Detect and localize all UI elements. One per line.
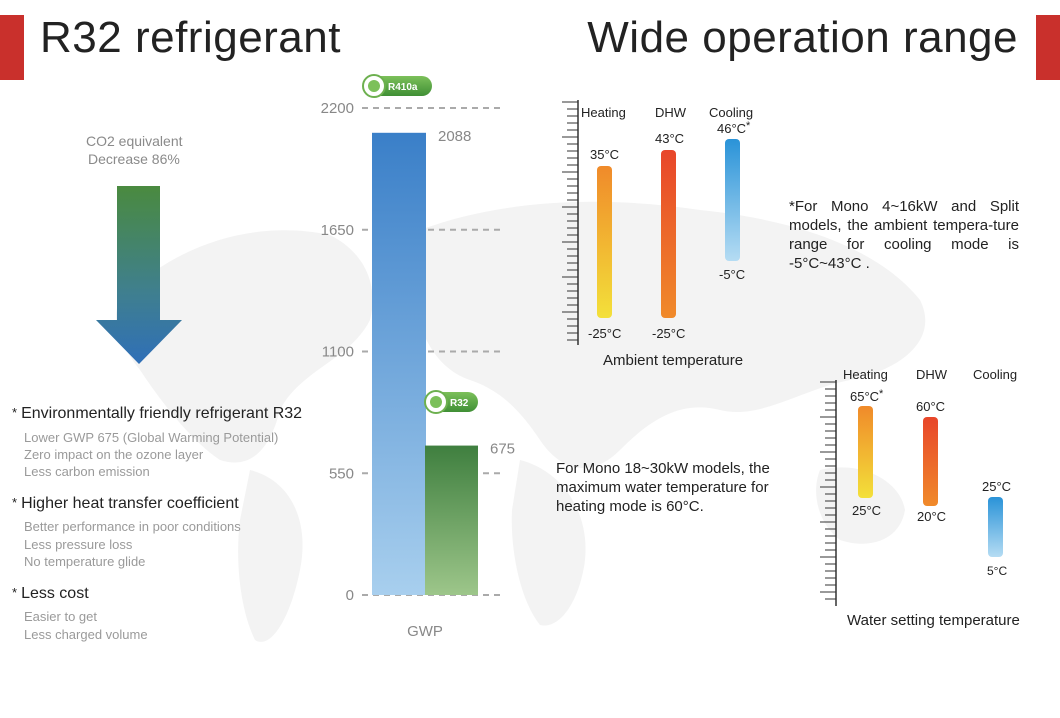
feature-detail: Less charged volume bbox=[24, 627, 148, 642]
badge-label: R410a bbox=[388, 82, 418, 93]
water-dhw-bar bbox=[923, 417, 938, 506]
ambient-heating-max: 35°C bbox=[590, 147, 620, 162]
data-label: 2088 bbox=[438, 128, 471, 145]
co2-label: CO2 equivalent bbox=[86, 133, 183, 149]
right-accent-bar bbox=[1036, 15, 1060, 80]
feature-detail: Easier to get bbox=[24, 609, 97, 624]
water-col-cooling: Cooling bbox=[973, 367, 1018, 382]
feature-detail: Zero impact on the ozone layer bbox=[24, 447, 204, 462]
ambient-dhw-bar bbox=[661, 150, 676, 318]
ambient-heating-min: -25°C bbox=[588, 326, 622, 341]
feature-detail: Less carbon emission bbox=[24, 464, 150, 479]
ambient-col-cooling: Cooling bbox=[709, 105, 754, 120]
y-tick-label: 1650 bbox=[321, 222, 354, 239]
water-col-heating: Heating bbox=[843, 367, 888, 382]
ambient-dhw-max: 43°C bbox=[655, 131, 685, 146]
feature-detail: Better performance in poor conditions bbox=[24, 519, 241, 534]
badge-r410a: R410a bbox=[362, 74, 432, 98]
left-accent-bar bbox=[0, 15, 24, 80]
feature-title: * Higher heat transfer coefficient bbox=[12, 495, 239, 512]
feature-detail: Lower GWP 675 (Global Warming Potential) bbox=[24, 430, 279, 445]
ambient-footnote: *For Mono 4~16kW and Split models, the a… bbox=[789, 198, 1019, 272]
water-col-dhw: DHW bbox=[916, 367, 948, 382]
water-temperature-note: For Mono 18~30kW models, the maximum wat… bbox=[556, 460, 770, 515]
water-heating-min: 25°C bbox=[852, 503, 882, 518]
ambient-cooling-min: -5°C bbox=[719, 267, 746, 282]
water-cooling-min: 5°C bbox=[987, 564, 1008, 578]
y-tick-label: 2200 bbox=[321, 100, 354, 117]
right-title: Wide operation range bbox=[587, 13, 1018, 62]
decrease-arrow-icon bbox=[96, 186, 182, 364]
data-label: 675 bbox=[490, 441, 515, 458]
gwp-bar-chart: 0 550 1100 1650 2200 2088 675 R410a R32 GWP bbox=[321, 74, 515, 640]
ambient-col-dhw: DHW bbox=[655, 105, 687, 120]
y-tick-label: 550 bbox=[329, 465, 354, 482]
feature-detail: Less pressure loss bbox=[24, 537, 133, 552]
water-caption: Water setting temperature bbox=[847, 612, 1020, 629]
ambient-cooling-max: 46°C* bbox=[717, 120, 751, 136]
bar-r32 bbox=[425, 445, 478, 595]
y-tick-label: 1100 bbox=[322, 344, 354, 361]
water-cooling-max: 25°C bbox=[982, 479, 1012, 494]
ambient-caption: Ambient temperature bbox=[603, 352, 744, 369]
ambient-heating-bar bbox=[597, 166, 612, 318]
co2-decrease: Decrease 86% bbox=[88, 151, 180, 167]
bar-r410a bbox=[372, 132, 426, 595]
water-heating-max: 65°C* bbox=[850, 388, 884, 404]
feature-detail: No temperature glide bbox=[24, 554, 146, 569]
y-tick-label: 0 bbox=[346, 587, 354, 604]
badge-label: R32 bbox=[450, 398, 469, 409]
x-axis-label: GWP bbox=[407, 623, 443, 640]
ambient-scale-ruler bbox=[562, 100, 579, 345]
water-cooling-bar bbox=[988, 497, 1003, 557]
badge-r32: R32 bbox=[424, 390, 478, 414]
ambient-cooling-bar bbox=[725, 139, 740, 261]
water-dhw-min: 20°C bbox=[917, 509, 947, 524]
water-scale-ruler bbox=[820, 380, 837, 606]
ambient-col-heating: Heating bbox=[581, 105, 626, 120]
left-title: R32 refrigerant bbox=[40, 13, 341, 62]
water-dhw-max: 60°C bbox=[916, 399, 946, 414]
feature-title: * Environmentally friendly refrigerant R3… bbox=[12, 405, 303, 422]
feature-title: * Less cost bbox=[12, 585, 89, 602]
ambient-dhw-min: -25°C bbox=[652, 326, 686, 341]
water-heating-bar bbox=[858, 406, 873, 498]
